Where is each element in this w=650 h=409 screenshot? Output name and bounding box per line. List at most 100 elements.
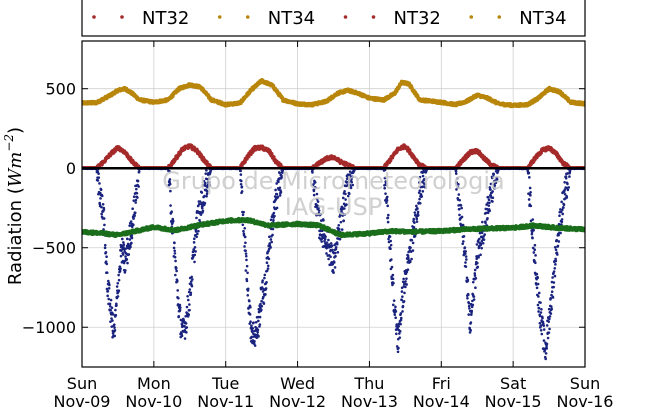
- data-point: [193, 246, 197, 249]
- data-point: [400, 298, 403, 302]
- data-point: [464, 261, 467, 264]
- data-point: [405, 277, 408, 280]
- data-point: [407, 256, 410, 260]
- data-point: [248, 313, 252, 316]
- data-point: [111, 313, 115, 316]
- data-point: [327, 238, 330, 242]
- data-point: [190, 284, 194, 288]
- data-point: [418, 197, 421, 201]
- data-point: [196, 232, 199, 236]
- data-point: [466, 297, 469, 300]
- data-point: [416, 210, 420, 214]
- data-point: [391, 303, 395, 307]
- data-point: [389, 243, 393, 247]
- legend-entry: NT34: [469, 8, 567, 29]
- data-point: [404, 285, 407, 289]
- data-point: [191, 278, 194, 281]
- data-point: [391, 277, 395, 281]
- legend-marker: [245, 15, 250, 19]
- data-point: [466, 278, 470, 282]
- data-point: [132, 223, 135, 227]
- data-point: [388, 235, 392, 238]
- data-point: [178, 303, 182, 307]
- data-point: [250, 324, 253, 328]
- data-point: [330, 244, 334, 248]
- data-point: [187, 313, 191, 317]
- data-point: [264, 293, 267, 296]
- legend-entry: NT32: [92, 8, 189, 29]
- data-point: [186, 294, 189, 298]
- data-point: [243, 226, 247, 230]
- data-point: [114, 313, 118, 317]
- data-point: [457, 207, 461, 211]
- data-point: [409, 260, 412, 263]
- data-point: [271, 233, 274, 237]
- data-point: [265, 280, 268, 284]
- data-point: [192, 241, 196, 244]
- data-point: [334, 245, 338, 249]
- data-point: [118, 269, 122, 273]
- data-point: [241, 213, 245, 217]
- data-point: [170, 210, 173, 213]
- data-point: [399, 312, 403, 315]
- data-point: [465, 258, 468, 261]
- data-point: [100, 194, 104, 198]
- data-point: [115, 304, 118, 307]
- data-point: [135, 187, 138, 191]
- data-point: [260, 304, 264, 308]
- data-point: [185, 305, 189, 309]
- data-point: [99, 197, 102, 200]
- data-point: [320, 240, 324, 243]
- data-point: [117, 278, 121, 282]
- legend-marker: [497, 15, 502, 19]
- data-point: [413, 221, 416, 224]
- data-point: [467, 293, 470, 297]
- data-point: [169, 204, 172, 207]
- data-point: [193, 253, 197, 257]
- legend-marker: [343, 15, 348, 19]
- data-point: [99, 188, 103, 192]
- data-point: [256, 330, 259, 334]
- data-point: [200, 206, 204, 210]
- data-point: [418, 202, 422, 205]
- data-point: [266, 264, 270, 268]
- data-point: [129, 245, 132, 249]
- data-point: [241, 223, 245, 227]
- data-point: [243, 245, 246, 248]
- data-point: [125, 258, 129, 261]
- legend-entry: NT32: [343, 8, 441, 29]
- data-point: [133, 211, 137, 215]
- legend-marker: [120, 15, 124, 19]
- data-point: [124, 269, 127, 272]
- data-point: [458, 213, 461, 217]
- legend-label: NT32: [142, 8, 189, 29]
- data-point: [270, 240, 274, 244]
- data-point: [415, 204, 418, 208]
- data-point: [394, 316, 397, 319]
- data-point: [174, 273, 177, 277]
- data-point: [104, 251, 108, 254]
- data-point: [188, 288, 192, 291]
- data-point: [102, 208, 106, 211]
- data-point: [394, 305, 397, 309]
- data-point: [105, 262, 109, 266]
- data-point: [386, 216, 390, 220]
- data-point: [462, 235, 466, 238]
- data-point: [126, 261, 129, 265]
- data-point: [100, 212, 103, 216]
- data-point: [334, 251, 337, 255]
- data-point: [109, 298, 113, 302]
- data-point: [122, 241, 125, 244]
- data-point: [256, 328, 260, 332]
- data-point: [401, 295, 404, 298]
- data-point: [467, 313, 471, 316]
- data-point: [402, 277, 405, 281]
- data-point: [273, 214, 276, 218]
- data-point: [262, 302, 266, 305]
- data-point: [253, 339, 256, 343]
- data-point: [416, 213, 420, 217]
- data-point: [264, 287, 268, 290]
- data-point: [179, 306, 182, 309]
- data-point: [199, 213, 203, 216]
